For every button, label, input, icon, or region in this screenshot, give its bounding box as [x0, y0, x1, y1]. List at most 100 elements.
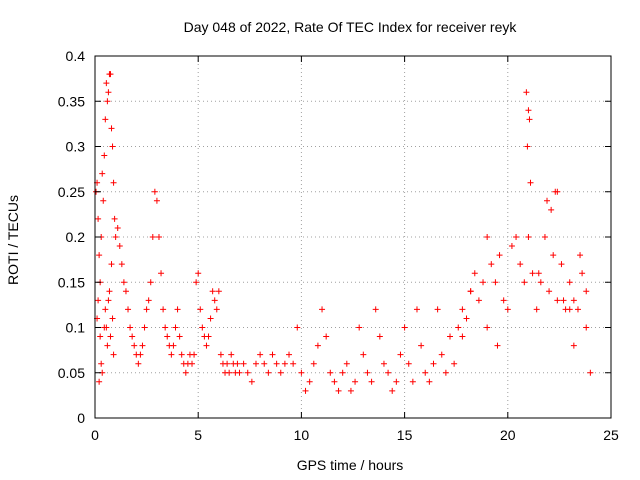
data-point	[442, 369, 449, 376]
data-point	[248, 378, 255, 385]
data-point	[103, 80, 110, 87]
data-point	[122, 288, 129, 295]
data-point	[118, 261, 125, 268]
data-point	[529, 270, 536, 277]
y-tick-label: 0.25	[58, 184, 85, 200]
data-point	[101, 152, 108, 159]
data-point	[273, 360, 280, 367]
data-point	[236, 369, 243, 376]
data-point	[135, 360, 142, 367]
data-point	[541, 234, 548, 240]
data-point	[430, 360, 437, 367]
data-point	[170, 342, 177, 349]
data-point	[110, 351, 117, 358]
data-point	[360, 351, 367, 358]
data-point	[418, 342, 425, 349]
data-point	[109, 315, 116, 322]
data-point	[372, 306, 379, 313]
data-point	[385, 369, 392, 376]
data-point	[467, 288, 474, 295]
data-point	[459, 333, 466, 340]
data-point	[182, 369, 189, 376]
x-tick-label: 0	[91, 427, 99, 443]
data-point	[550, 252, 557, 259]
data-point	[339, 369, 346, 376]
data-point	[98, 360, 105, 367]
data-point	[197, 306, 204, 313]
data-point	[484, 234, 491, 240]
data-point	[517, 261, 524, 268]
data-point	[137, 351, 144, 358]
data-point	[484, 324, 491, 331]
data-point	[108, 261, 115, 268]
data-point	[106, 288, 113, 295]
data-point	[244, 369, 251, 376]
data-point	[277, 369, 284, 376]
data-point	[109, 143, 116, 150]
data-point	[172, 324, 179, 331]
data-point	[203, 342, 210, 349]
data-point	[535, 270, 542, 277]
data-point	[364, 369, 371, 376]
data-point	[95, 215, 102, 222]
data-point	[574, 306, 581, 313]
data-point	[558, 261, 565, 268]
data-point	[526, 116, 533, 123]
data-point	[164, 333, 171, 340]
y-tick-label: 0.35	[58, 93, 85, 109]
data-point	[546, 288, 553, 295]
data-point	[141, 324, 148, 331]
data-point	[178, 351, 185, 358]
data-point	[323, 333, 330, 340]
data-point	[560, 297, 567, 304]
data-point	[327, 369, 334, 376]
data-point	[102, 116, 109, 123]
data-point	[459, 306, 466, 313]
data-point	[281, 360, 288, 367]
data-point	[176, 333, 183, 340]
grid	[95, 56, 611, 418]
data-point	[587, 369, 594, 376]
data-point	[451, 360, 458, 367]
data-point	[525, 234, 532, 240]
data-point	[533, 306, 540, 313]
data-point	[343, 360, 350, 367]
data-point	[380, 360, 387, 367]
data-point	[513, 234, 520, 240]
data-point	[155, 234, 162, 240]
x-tick-label: 5	[194, 427, 202, 443]
data-point	[97, 333, 104, 340]
data-point	[537, 279, 544, 286]
data-point	[189, 360, 196, 367]
data-point	[205, 333, 212, 340]
data-point	[261, 360, 268, 367]
data-point	[544, 197, 551, 204]
data-point	[294, 324, 301, 331]
data-point	[447, 333, 454, 340]
data-point	[356, 324, 363, 331]
x-tick-label: 15	[397, 427, 413, 443]
data-point	[401, 324, 408, 331]
data-point	[579, 270, 586, 277]
data-point	[554, 188, 561, 195]
data-point	[265, 369, 272, 376]
data-point	[331, 378, 338, 385]
data-point	[393, 378, 400, 385]
data-point	[566, 306, 573, 313]
data-point	[554, 297, 561, 304]
data-point	[139, 342, 146, 349]
data-point	[99, 170, 106, 177]
data-point	[116, 243, 123, 250]
data-point	[127, 324, 134, 331]
data-point	[352, 378, 359, 385]
data-point	[199, 324, 206, 331]
data-point	[314, 342, 321, 349]
data-point	[101, 324, 108, 331]
x-tick-label: 10	[294, 427, 310, 443]
data-point	[153, 197, 160, 204]
data-point	[508, 243, 515, 250]
data-point	[434, 306, 441, 313]
data-point	[570, 297, 577, 304]
data-point	[306, 378, 313, 385]
data-point	[583, 288, 590, 295]
